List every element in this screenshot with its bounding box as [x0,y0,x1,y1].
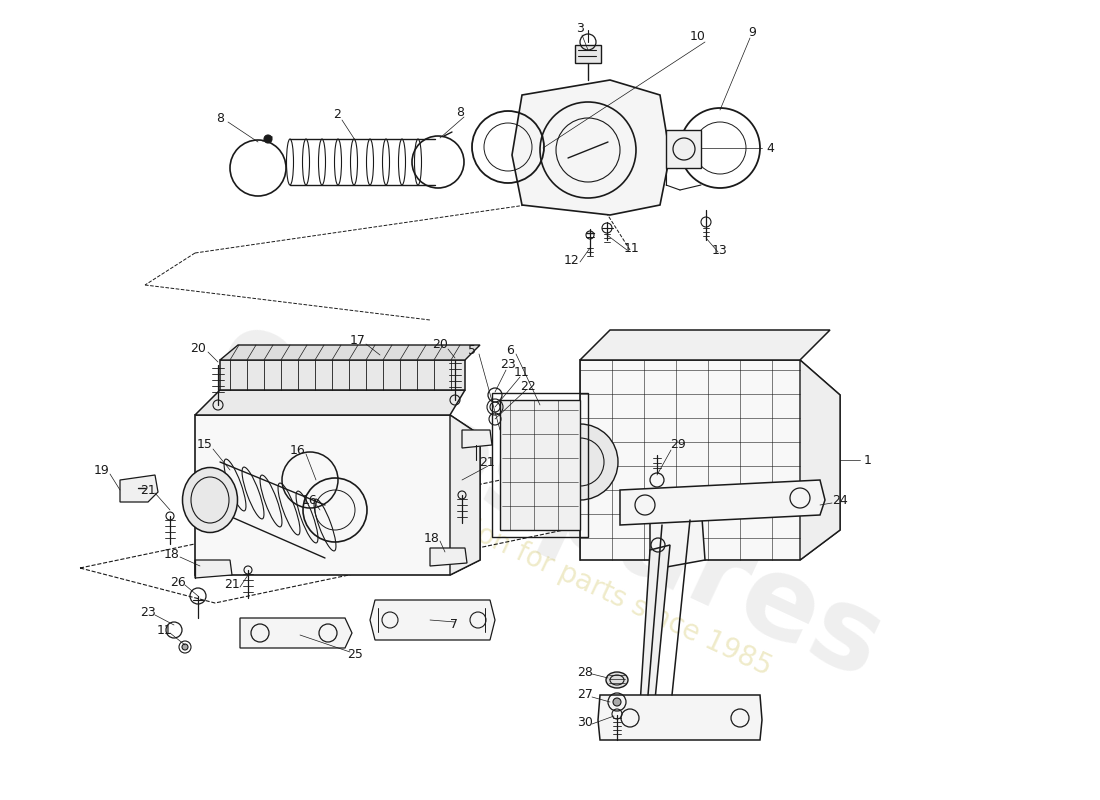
Text: 9: 9 [748,26,756,38]
Text: 23: 23 [140,606,156,618]
Text: 16: 16 [302,494,318,506]
Text: 10: 10 [690,30,706,43]
Text: 18: 18 [164,549,180,562]
Text: 27: 27 [578,689,593,702]
Text: 29: 29 [670,438,686,451]
Polygon shape [620,480,825,525]
Polygon shape [240,618,352,648]
Polygon shape [120,475,158,502]
Text: 8: 8 [216,111,224,125]
Polygon shape [220,360,465,390]
Text: 21: 21 [480,455,495,469]
Ellipse shape [183,467,238,533]
Text: 28: 28 [578,666,593,678]
Text: 24: 24 [832,494,848,506]
Text: 23: 23 [500,358,516,371]
Text: 26: 26 [170,575,186,589]
Text: 8: 8 [456,106,464,118]
Polygon shape [195,415,480,575]
Text: 18: 18 [425,531,440,545]
Text: 20: 20 [432,338,448,351]
Text: 7: 7 [450,618,458,631]
Ellipse shape [606,672,628,688]
Circle shape [542,424,618,500]
Text: 22: 22 [520,379,536,393]
Circle shape [182,644,188,650]
Polygon shape [500,400,580,530]
Circle shape [613,698,621,706]
Polygon shape [512,80,670,215]
Text: 12: 12 [564,254,580,266]
Text: 1: 1 [865,454,872,466]
Circle shape [264,135,272,143]
Text: 25: 25 [348,649,363,662]
Bar [575,45,601,63]
Text: 6: 6 [506,343,514,357]
Text: eurospares: eurospares [200,298,900,702]
Text: 20: 20 [190,342,206,354]
Polygon shape [450,415,480,575]
Text: 16: 16 [290,443,306,457]
Text: 15: 15 [197,438,213,451]
Text: 21: 21 [224,578,240,591]
Bar [666,130,701,168]
Text: 30: 30 [578,715,593,729]
Text: a passion for parts since 1985: a passion for parts since 1985 [384,478,777,682]
Text: 17: 17 [350,334,366,346]
Text: 11: 11 [624,242,640,254]
Polygon shape [598,695,762,740]
Text: 13: 13 [712,243,728,257]
Bar [492,393,588,537]
Polygon shape [195,560,232,578]
Text: 21: 21 [140,483,156,497]
Text: 11: 11 [157,623,173,637]
Text: 5: 5 [468,343,476,357]
Polygon shape [580,360,840,560]
Polygon shape [640,545,670,705]
Text: 3: 3 [576,22,584,34]
Text: 2: 2 [333,109,341,122]
Text: 4: 4 [766,142,774,154]
Polygon shape [462,430,492,448]
Text: 11: 11 [514,366,530,378]
Polygon shape [195,390,465,415]
Polygon shape [430,548,468,566]
Polygon shape [800,360,840,560]
Polygon shape [370,600,495,640]
Polygon shape [580,330,830,360]
Polygon shape [650,490,705,570]
Text: 19: 19 [95,463,110,477]
Polygon shape [220,345,480,360]
